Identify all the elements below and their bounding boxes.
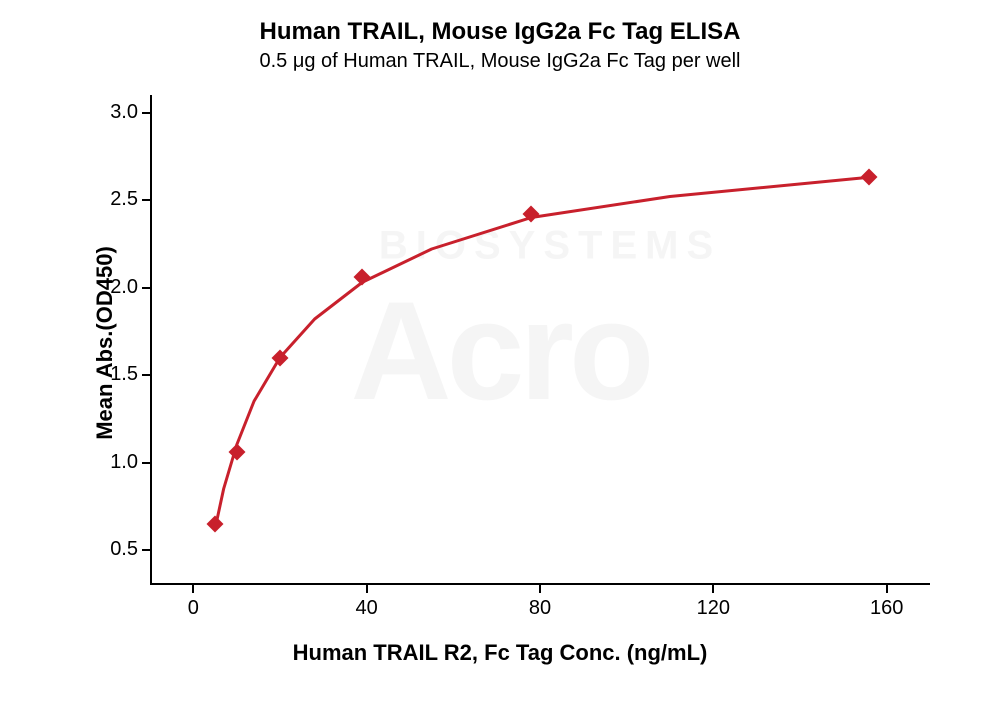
y-tick	[142, 112, 150, 114]
y-tick-label: 2.5	[90, 188, 138, 211]
x-tick	[192, 585, 194, 593]
y-tick-label: 1.5	[90, 363, 138, 386]
y-tick	[142, 462, 150, 464]
x-tick	[886, 585, 888, 593]
y-tick	[142, 287, 150, 289]
y-tick-label: 2.0	[90, 276, 138, 299]
y-tick-label: 3.0	[90, 101, 138, 124]
x-tick-label: 120	[697, 597, 730, 620]
y-tick	[142, 549, 150, 551]
y-tick	[142, 374, 150, 376]
y-tick	[142, 199, 150, 201]
x-tick	[712, 585, 714, 593]
x-tick	[366, 585, 368, 593]
y-tick-label: 0.5	[90, 538, 138, 561]
curve-line	[0, 0, 1000, 702]
x-tick-label: 40	[356, 597, 378, 620]
x-tick-label: 160	[870, 597, 903, 620]
x-tick	[539, 585, 541, 593]
x-tick-label: 0	[188, 597, 199, 620]
chart-container: Human TRAIL, Mouse IgG2a Fc Tag ELISA 0.…	[0, 0, 1000, 702]
x-tick-label: 80	[529, 597, 551, 620]
fit-curve	[215, 177, 869, 529]
y-tick-label: 1.0	[90, 451, 138, 474]
